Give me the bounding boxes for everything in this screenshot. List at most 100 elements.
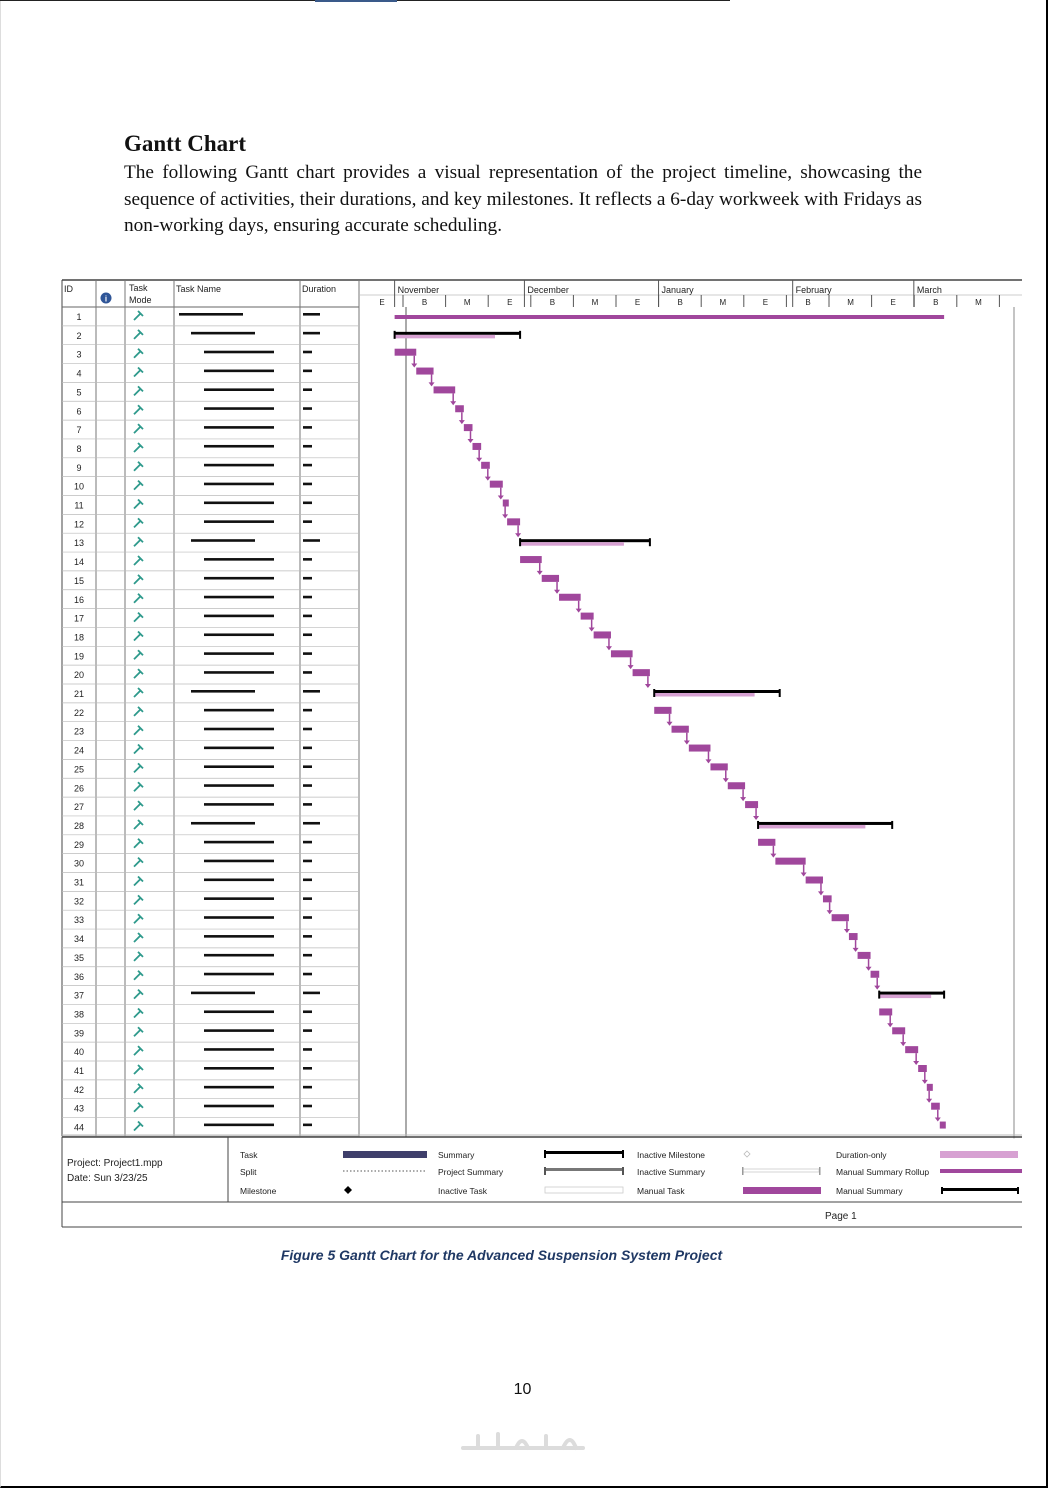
task-bar [805,876,823,884]
task-name-text [191,991,255,995]
row-id: 41 [74,1066,84,1076]
task-bar [610,650,633,658]
row-id: 1 [76,312,81,322]
duration-text [303,1123,312,1127]
pin-icon [133,611,144,623]
duration-text [303,407,312,410]
pin-icon [133,498,144,510]
row-id: 14 [74,557,84,567]
duration-text [303,633,312,637]
pin-icon [133,348,144,359]
figure-caption: Figure 5 Gantt Chart for the Advanced Su… [280,1247,723,1263]
duration-text [303,1104,312,1108]
legend-label-project-summary: Project Summary [438,1167,504,1177]
pin-icon [133,593,144,604]
task-name-text [204,1029,274,1032]
pin-icon [133,970,144,981]
duration-text [303,369,312,373]
task-name-text [204,388,274,391]
row-id: 4 [76,369,81,379]
watermark-logo [0,1426,1045,1464]
dependency-arrow [605,646,612,651]
task-name-text [204,935,274,938]
pin-icon [133,875,144,887]
duration-text [303,991,320,995]
legend-project-summary-cap [544,1167,546,1175]
dependency-arrow [921,1079,928,1084]
dependency-arrow [817,891,824,896]
pin-icon [133,461,144,472]
legend-label-manual-summary: Manual Summary [836,1186,903,1196]
legend-label-duration-only: Duration-only [836,1150,887,1160]
task-name-text [204,558,274,561]
task-name-text [204,1010,274,1014]
duration-text [303,1010,312,1014]
task-name-text [191,539,255,542]
summary-start-cap [757,820,760,829]
legend-summary-sample [545,1151,623,1154]
dependency-arrow [926,1098,933,1103]
task-bar [481,461,490,469]
duration-text [303,1067,312,1070]
row-id: 31 [74,878,84,888]
duration-text [303,520,312,523]
task-name-text [204,765,274,768]
pin-icon [133,480,144,491]
task-bar [727,782,746,790]
dependency-arrow [705,759,712,764]
duration-text [303,313,320,316]
tick-label: B [422,298,427,307]
pin-icon [133,951,144,962]
pin-icon [133,1026,144,1037]
duration-text [303,539,320,542]
task-bar [455,405,464,413]
month-label-march: March [917,285,942,295]
task-bar [926,1083,933,1091]
task-bar [472,442,482,450]
tick-label: B [933,298,938,307]
task-name-text [204,746,274,750]
pin-icon [133,819,144,830]
dependency-arrow [843,929,850,934]
legend-label-inactive-milestone: Inactive Milestone [637,1150,705,1160]
task-bar [632,669,650,677]
duration-text [303,463,312,467]
task-name-text [204,652,274,655]
legend-milestone-sample [344,1186,352,1194]
pin-icon [133,857,144,868]
duration-text [303,426,312,429]
task-name-text [204,953,274,957]
tick-label: E [763,298,768,307]
task-bar [520,556,542,564]
row-id: 18 [74,632,84,642]
duration-text [303,501,312,505]
task-name-text [204,1067,274,1070]
task-bar [654,706,672,714]
task-bar [671,725,689,733]
task-name-text [191,331,255,335]
row-id: 13 [74,538,84,548]
duration-text [303,595,312,599]
duration-text [303,803,312,806]
task-name-text [204,614,274,618]
duration-text [303,482,312,486]
dependency-arrow [770,853,777,858]
legend-label-task: Task [240,1150,258,1160]
duration-text [303,444,312,448]
dependency-arrow [740,797,747,802]
row-id: 24 [74,746,84,756]
legend-label-milestone: Milestone [240,1186,277,1196]
legend-manual-task-sample [743,1187,821,1194]
row-id: 35 [74,953,84,963]
summary-bar [879,991,945,995]
tick-label: M [592,298,599,307]
pin-icon [133,913,144,924]
row-id: 33 [74,915,84,925]
dependency-arrow [627,665,634,670]
pin-icon [133,442,144,453]
legend-duration-only-sample [940,1151,1018,1158]
dependency-arrow [913,1061,920,1065]
dependency-arrow [588,627,595,632]
tick-label: B [805,298,810,307]
column-header-task-name: Task Name [176,284,221,294]
